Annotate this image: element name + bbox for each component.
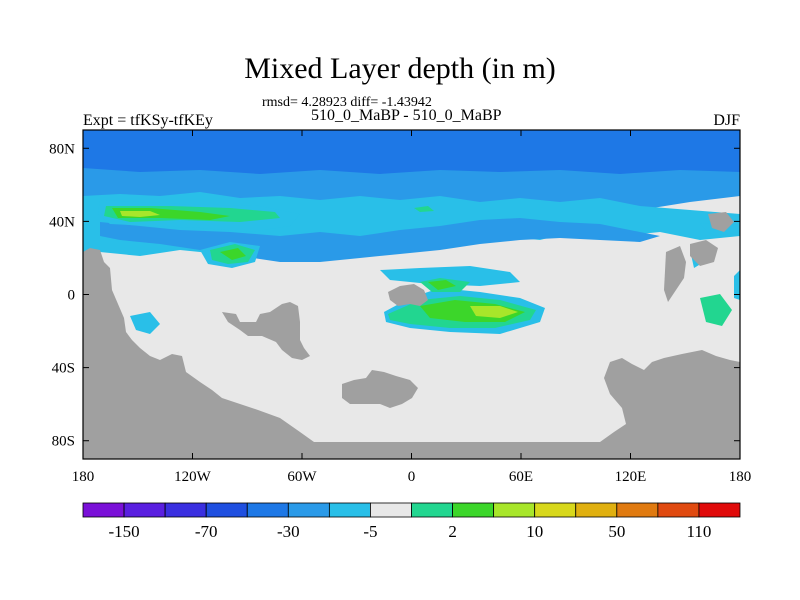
left-title: Expt = tfKSy-tfKEy <box>83 112 213 129</box>
land-east-right-small <box>708 212 734 232</box>
colorbar-swatch <box>370 502 412 518</box>
colorbar-swatch <box>164 502 207 518</box>
colorbar-swatch <box>82 502 125 518</box>
y-tick-label: 40N <box>49 214 75 230</box>
field-light-blue-pacific-south <box>130 312 160 334</box>
field-green-central <box>220 248 246 260</box>
field-green-east-upper <box>428 280 456 290</box>
colorbar-swatch <box>287 502 330 518</box>
field-yellow-green-east-main <box>470 306 518 318</box>
x-tick-label: 60W <box>287 469 317 485</box>
colorbar-swatch <box>493 502 536 518</box>
colorbar-label: -70 <box>195 522 218 541</box>
stats-line: rmsd= 4.28923 diff= -1.43942 <box>262 95 432 110</box>
y-tick-label: 80N <box>49 141 75 157</box>
colorbar-swatch <box>411 502 453 518</box>
x-tick-label: 120W <box>174 469 212 485</box>
colorbar-swatch <box>205 502 248 518</box>
colorbar-label: 2 <box>448 522 457 541</box>
y-tick-label: 0 <box>68 288 76 304</box>
colorbar: -150 -70 -30 -5 2 10 50 110 <box>82 502 741 541</box>
experiment-line: 510_0_MaBP - 510_0_MaBP <box>311 107 502 124</box>
colorbar-swatch <box>123 502 166 518</box>
field-yellow-green-west <box>120 211 160 217</box>
colorbar-label: 10 <box>526 522 543 541</box>
colorbar-swatch <box>616 502 659 518</box>
colorbar-swatch <box>534 502 577 518</box>
colorbar-swatch <box>328 502 371 518</box>
colorbar-swatch <box>452 502 495 518</box>
land-central-island <box>222 302 310 360</box>
x-tick-label: 120E <box>615 469 647 485</box>
land-east-upper <box>388 284 428 306</box>
x-tick-label: 60E <box>509 469 533 485</box>
axis-ticks: 180 120W 60W 0 60E 120E 180 80N 40N 0 40S 80S <box>49 130 751 485</box>
land-south-america-west <box>83 248 740 459</box>
colorbar-label: 50 <box>608 522 625 541</box>
land-atlantic-island <box>342 370 418 408</box>
field-light-blue-east-north <box>380 266 520 286</box>
colorbar-swatch <box>698 502 741 518</box>
field-teal-north-island <box>414 206 434 212</box>
colorbar-label: -150 <box>108 522 139 541</box>
colorbar-swatch <box>246 502 289 518</box>
land-east-right-small-2 <box>690 240 718 266</box>
y-tick-label: 80S <box>52 434 75 450</box>
x-tick-label: 180 <box>729 469 752 485</box>
colorbar-swatch <box>575 502 618 518</box>
colorbar-label: 110 <box>687 522 712 541</box>
colorbar-label: -5 <box>363 522 377 541</box>
map-field <box>83 130 740 459</box>
land-east-right-upper <box>664 246 686 302</box>
field-teal-atlantic <box>700 294 732 326</box>
x-tick-label: 180 <box>72 469 95 485</box>
colorbar-label: -30 <box>277 522 300 541</box>
right-title: DJF <box>713 112 740 129</box>
chart-title: Mixed Layer depth (in m) <box>244 52 556 85</box>
colorbar-swatch <box>657 502 700 518</box>
y-tick-label: 40S <box>52 361 75 377</box>
x-tick-label: 0 <box>408 469 416 485</box>
